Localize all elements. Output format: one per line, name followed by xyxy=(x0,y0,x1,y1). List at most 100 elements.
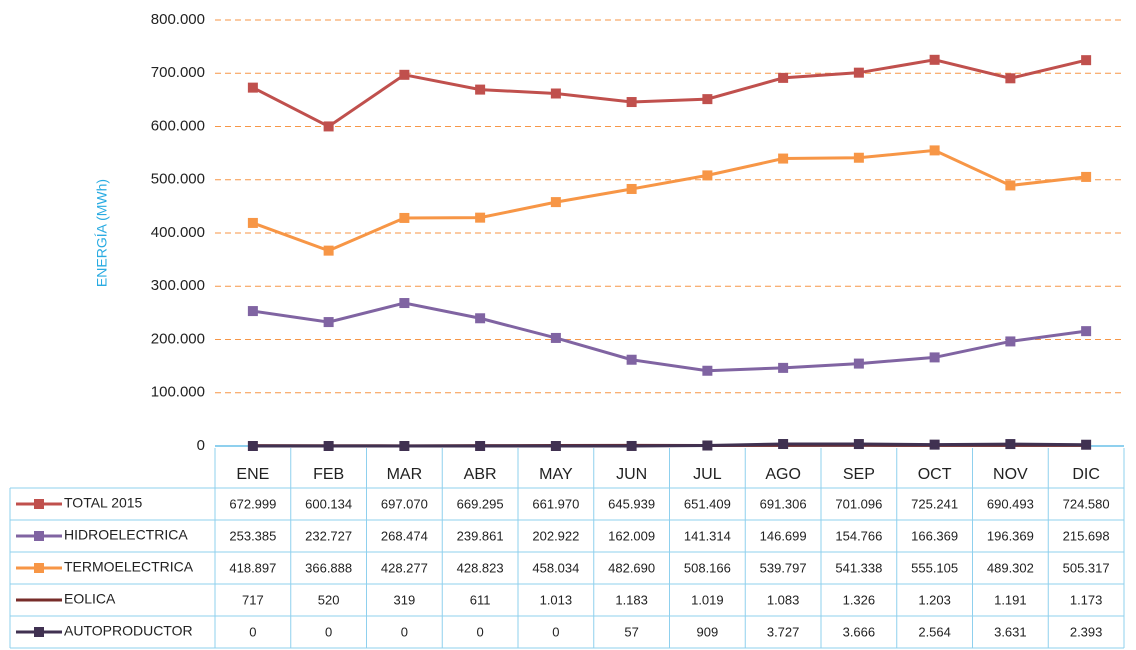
table-cell: 57 xyxy=(624,624,638,639)
table-cell: 520 xyxy=(318,592,340,607)
table-cell: 215.698 xyxy=(1063,528,1110,543)
table-cell: 661.970 xyxy=(532,496,579,511)
series-line xyxy=(252,148,1087,253)
point xyxy=(702,365,713,376)
table-cell: 0 xyxy=(249,624,256,639)
table-cell: 202.922 xyxy=(532,528,579,543)
point xyxy=(475,313,486,324)
legend-marker xyxy=(34,627,44,637)
point xyxy=(323,245,334,256)
table-cell: 3.727 xyxy=(767,624,800,639)
x-tick-label: SEP xyxy=(843,466,875,483)
table-cell: 0 xyxy=(552,624,559,639)
point xyxy=(323,317,334,328)
point xyxy=(702,94,713,105)
point xyxy=(247,441,258,451)
table-cell: 909 xyxy=(697,624,719,639)
x-tick-label: AGO xyxy=(765,466,801,483)
table-cell: 541.338 xyxy=(835,560,882,575)
point xyxy=(323,441,334,451)
table-cell: 319 xyxy=(394,592,416,607)
point xyxy=(1081,439,1092,450)
y-tick-label: 700.000 xyxy=(151,64,205,81)
table-cell: 600.134 xyxy=(305,496,352,511)
table-cell: 0 xyxy=(401,624,408,639)
legend-marker xyxy=(34,531,44,541)
point xyxy=(626,354,637,365)
point xyxy=(1005,73,1016,84)
legend-label: TOTAL 2015 xyxy=(64,495,143,511)
x-tick-label: JUL xyxy=(693,466,722,483)
x-tick-label: MAR xyxy=(387,466,423,483)
series-line xyxy=(252,442,1087,448)
legend-label: EOLICA xyxy=(64,591,116,607)
table-cell: 146.699 xyxy=(760,528,807,543)
point xyxy=(778,72,789,83)
table-cell: 1.173 xyxy=(1070,592,1103,607)
y-tick-label: 400.000 xyxy=(151,224,205,241)
table-cell: 0 xyxy=(477,624,484,639)
table-cell: 555.105 xyxy=(911,560,958,575)
table-cell: 482.690 xyxy=(608,560,655,575)
point xyxy=(475,84,486,95)
point xyxy=(399,69,410,80)
table-cell: 268.474 xyxy=(381,528,428,543)
legend-label: HIDROELECTRICA xyxy=(64,527,188,543)
point xyxy=(853,358,864,369)
legend-label: AUTOPRODUCTOR xyxy=(64,623,193,639)
table-cell: 141.314 xyxy=(684,528,731,543)
point xyxy=(626,97,637,108)
point xyxy=(399,212,410,223)
table-cell: 2.564 xyxy=(918,624,951,639)
point xyxy=(778,439,789,450)
point xyxy=(853,439,864,450)
x-tick-label: ENE xyxy=(236,466,269,483)
point xyxy=(929,145,940,156)
table-cell: 154.766 xyxy=(835,528,882,543)
point xyxy=(323,121,334,132)
point xyxy=(550,88,561,99)
table-cell: 489.302 xyxy=(987,560,1034,575)
table-cell: 0 xyxy=(325,624,332,639)
x-tick-label: OCT xyxy=(918,466,952,483)
point xyxy=(626,440,637,451)
point xyxy=(550,332,561,343)
table-cell: 672.999 xyxy=(229,496,276,511)
table-cell: 366.888 xyxy=(305,560,352,575)
table-cell: 1.083 xyxy=(767,592,800,607)
point xyxy=(1005,439,1016,450)
table-cell: 1.203 xyxy=(918,592,951,607)
legend-marker xyxy=(34,499,44,509)
table-cell: 428.277 xyxy=(381,560,428,575)
table-cell: 539.797 xyxy=(760,560,807,575)
point xyxy=(247,217,258,228)
y-tick-label: 500.000 xyxy=(151,171,205,188)
table-cell: 725.241 xyxy=(911,496,958,511)
y-tick-label: 0 xyxy=(197,437,205,454)
point xyxy=(853,152,864,163)
table-cell: 508.166 xyxy=(684,560,731,575)
x-tick-label: JUN xyxy=(616,466,647,483)
x-tick-label: DIC xyxy=(1072,466,1100,483)
point xyxy=(475,212,486,223)
point xyxy=(247,306,258,317)
table-cell: 1.013 xyxy=(540,592,573,607)
point xyxy=(1081,326,1092,337)
table-cell: 239.861 xyxy=(457,528,504,543)
table-cell: 645.939 xyxy=(608,496,655,511)
point xyxy=(702,440,713,451)
table-cell: 166.369 xyxy=(911,528,958,543)
table-cell: 701.096 xyxy=(835,496,882,511)
table-cell: 1.183 xyxy=(615,592,648,607)
series-line xyxy=(252,58,1087,129)
y-tick-label: 100.000 xyxy=(151,384,205,401)
point xyxy=(399,441,410,451)
point xyxy=(626,183,637,194)
point xyxy=(853,67,864,78)
table-cell: 1.326 xyxy=(843,592,876,607)
point xyxy=(1081,55,1092,66)
point xyxy=(399,298,410,309)
table-cell: 717 xyxy=(242,592,264,607)
table-cell: 611 xyxy=(470,592,491,607)
